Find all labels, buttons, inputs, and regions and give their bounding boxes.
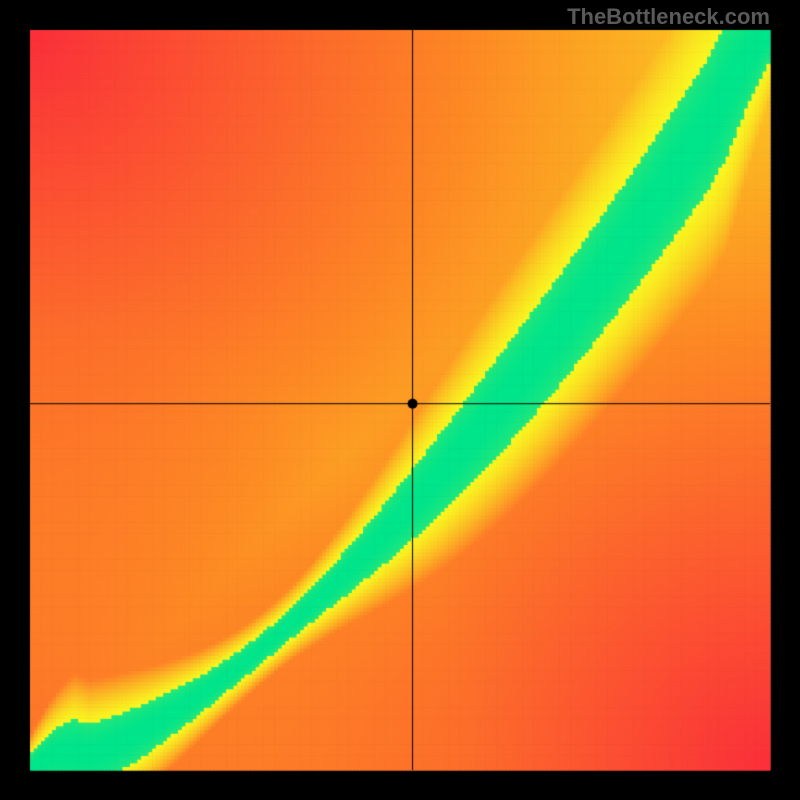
bottleneck-heatmap — [0, 0, 800, 800]
watermark-text: TheBottleneck.com — [567, 4, 770, 30]
chart-container: TheBottleneck.com — [0, 0, 800, 800]
